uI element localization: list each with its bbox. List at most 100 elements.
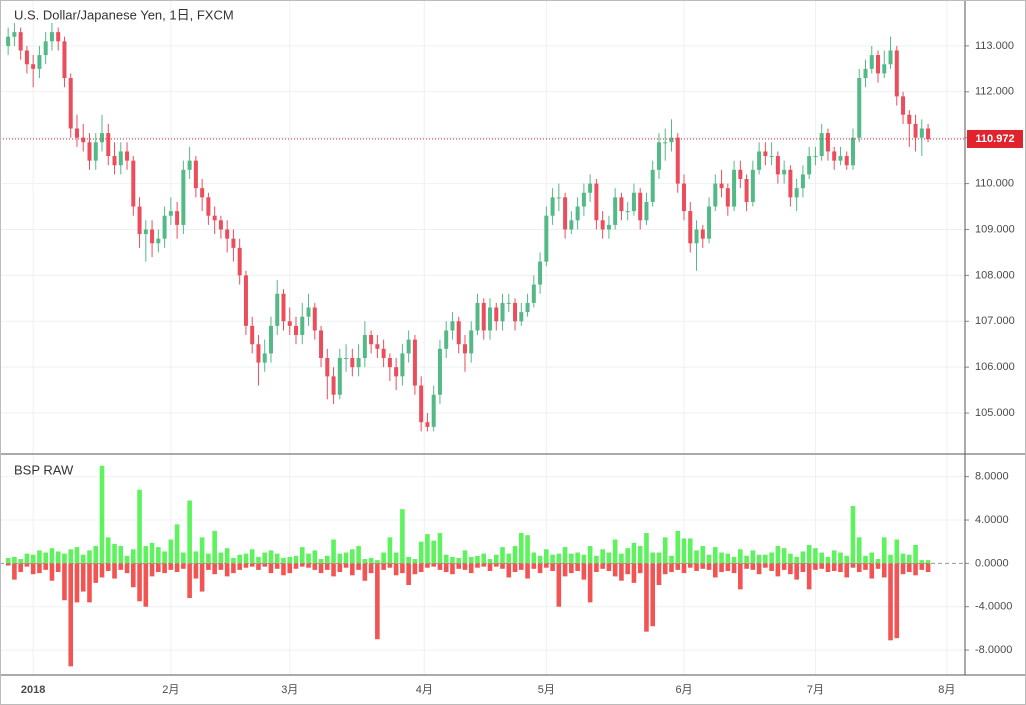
bar <box>387 537 393 564</box>
bar <box>631 542 637 564</box>
bar <box>606 552 612 564</box>
bar <box>531 552 537 564</box>
candle-body <box>538 261 543 285</box>
bar <box>18 559 23 564</box>
bar <box>519 533 524 564</box>
bar <box>525 535 530 564</box>
bar <box>124 563 130 574</box>
candle-body <box>118 151 123 166</box>
bar <box>437 533 443 564</box>
candle-body <box>500 302 505 322</box>
bar <box>462 563 468 570</box>
bar <box>500 547 505 564</box>
candle-body <box>381 348 386 358</box>
bar <box>894 539 900 564</box>
bar <box>525 563 530 579</box>
bar <box>362 559 368 564</box>
bar <box>506 553 512 564</box>
bar <box>218 563 224 570</box>
y-tick-label: -4.0000 <box>975 601 1012 613</box>
bar <box>475 555 480 564</box>
bar <box>569 553 574 564</box>
candle-body <box>150 229 155 244</box>
bar <box>268 550 274 564</box>
candle-body <box>237 247 242 276</box>
candle-body <box>162 215 167 239</box>
bar <box>600 549 605 564</box>
bar <box>174 563 180 573</box>
bar <box>105 537 111 564</box>
candle-body <box>306 307 311 317</box>
bar <box>331 539 336 564</box>
bar <box>925 560 931 564</box>
bar <box>719 563 724 573</box>
candle-body <box>606 224 611 230</box>
candle-body <box>494 307 499 322</box>
bar <box>80 563 86 592</box>
bar <box>468 563 474 574</box>
bar <box>750 563 756 570</box>
bar <box>681 538 687 564</box>
panel-title: BSP RAW <box>14 462 74 477</box>
candle-body <box>919 128 924 138</box>
x-tick-label: 5月 <box>538 684 555 696</box>
candle-body <box>800 174 805 189</box>
candle-body <box>638 192 643 221</box>
bar <box>431 563 436 567</box>
bar <box>869 563 875 579</box>
candle-body <box>225 229 230 239</box>
candle-body <box>926 128 931 140</box>
candle-body <box>193 160 198 189</box>
candle-body <box>682 183 687 212</box>
bar <box>569 563 574 574</box>
bar <box>512 546 518 564</box>
bar <box>381 552 386 564</box>
bar <box>324 563 330 570</box>
last-price-box <box>967 129 1023 148</box>
candle-body <box>350 357 355 368</box>
bar <box>581 554 587 564</box>
bar <box>124 555 130 564</box>
candle-body <box>550 197 555 216</box>
bar <box>331 563 336 577</box>
bar <box>725 553 731 564</box>
bar <box>55 551 61 564</box>
bar <box>224 548 230 564</box>
candle-body <box>287 321 292 326</box>
candle-body <box>581 192 586 207</box>
bar <box>769 552 774 564</box>
bar <box>143 563 149 607</box>
bar <box>825 556 831 564</box>
bar <box>293 563 299 569</box>
candle-body <box>750 169 755 202</box>
y-tick-label: 107.000 <box>975 315 1015 327</box>
bar <box>487 559 493 564</box>
bar <box>181 552 186 564</box>
candle-body <box>594 183 599 221</box>
bar <box>393 552 399 564</box>
bar <box>356 546 361 564</box>
bar <box>149 542 155 564</box>
candle-body <box>319 330 324 358</box>
candle-body <box>469 330 474 354</box>
candle-body <box>112 156 117 166</box>
bar <box>850 563 856 568</box>
candle-body <box>513 302 518 322</box>
bar <box>481 563 487 567</box>
bar <box>763 554 768 564</box>
bar <box>612 539 618 564</box>
bar <box>844 563 850 578</box>
bar <box>12 556 17 564</box>
bar <box>49 563 55 581</box>
bar <box>875 563 881 569</box>
candle-body <box>738 169 743 179</box>
bar <box>406 556 411 564</box>
candle-body <box>769 156 774 158</box>
candle-body <box>168 211 173 216</box>
bar <box>656 552 662 564</box>
candle-body <box>68 78 73 129</box>
candle-body <box>882 64 887 74</box>
bar <box>293 555 299 564</box>
bar <box>437 563 443 570</box>
candle-body <box>462 344 467 354</box>
